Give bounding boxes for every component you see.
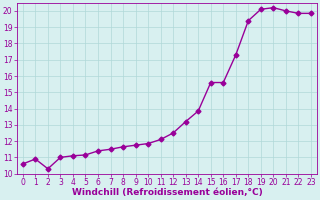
X-axis label: Windchill (Refroidissement éolien,°C): Windchill (Refroidissement éolien,°C) <box>72 188 262 197</box>
